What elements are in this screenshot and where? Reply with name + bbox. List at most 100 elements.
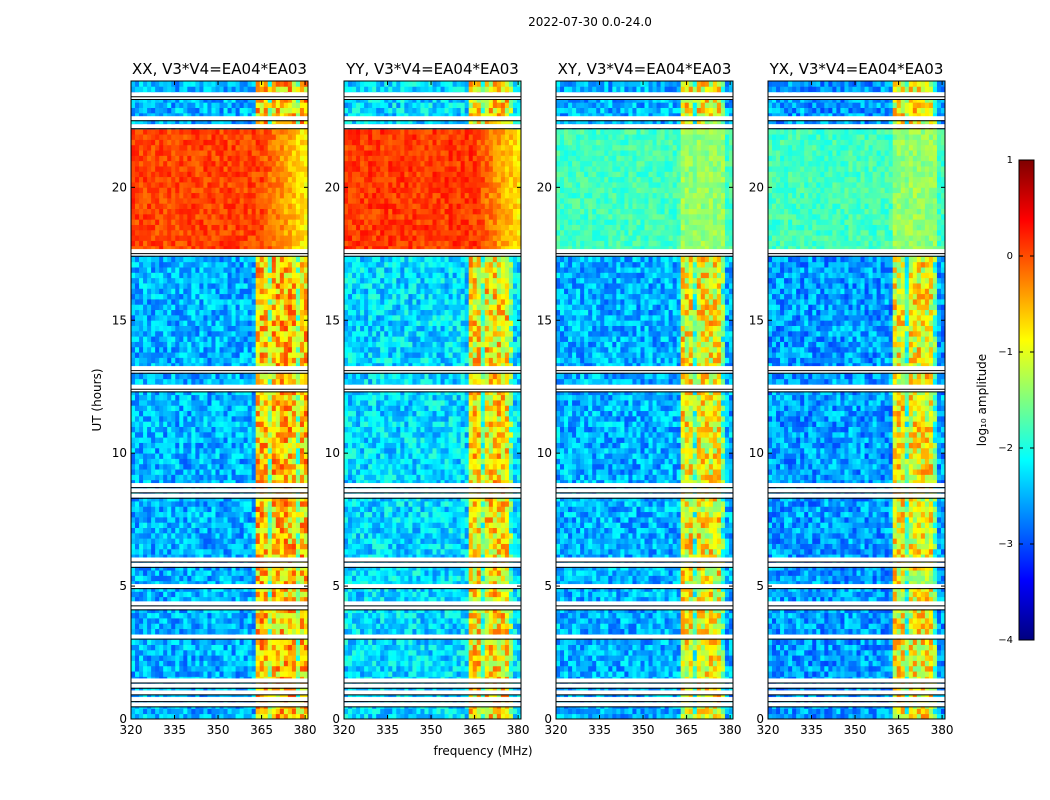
heatmap-cell	[187, 160, 192, 167]
heatmap-cell	[199, 617, 204, 624]
heatmap-cell	[243, 330, 249, 337]
heatmap-cell	[147, 134, 152, 140]
heatmap-cell	[223, 283, 228, 289]
heatmap-cell	[231, 325, 236, 332]
heatmap-cell	[147, 442, 152, 449]
heatmap-cell	[259, 229, 265, 236]
heatmap-cell	[291, 362, 297, 369]
heatmap-cell	[235, 458, 241, 465]
heatmap-cell	[139, 527, 144, 534]
heatmap-cell	[143, 463, 148, 470]
heatmap-cell	[187, 575, 192, 582]
heatmap-cell	[179, 288, 184, 295]
heatmap-cell	[231, 346, 236, 353]
heatmap-cell	[175, 453, 180, 459]
heatmap-cell	[235, 522, 241, 528]
heatmap-cell	[199, 293, 204, 300]
heatmap-cell	[163, 543, 168, 550]
heatmap-cell	[299, 134, 305, 140]
heatmap-cell	[247, 309, 253, 316]
heatmap-cell	[251, 219, 257, 225]
heatmap-cell	[251, 166, 257, 172]
heatmap-cell	[227, 644, 232, 651]
heatmap-cell	[139, 293, 144, 300]
heatmap-cell	[211, 256, 216, 263]
heatmap-cell	[219, 410, 224, 417]
heatmap-cell	[135, 671, 140, 677]
heatmap-cell	[299, 554, 305, 560]
heatmap-cell	[211, 139, 216, 146]
heatmap-cell	[267, 639, 273, 645]
heatmap-cell	[243, 453, 249, 459]
heatmap-cell	[131, 267, 136, 273]
heatmap-cell	[147, 373, 152, 380]
heatmap-cell	[251, 325, 257, 332]
heatmap-cell	[287, 192, 293, 199]
heatmap-cell	[187, 128, 192, 135]
heatmap-cell	[139, 516, 144, 523]
heatmap-cell	[255, 474, 261, 481]
heatmap-cell	[251, 415, 257, 422]
heatmap-cell	[291, 655, 297, 661]
heatmap-cell	[199, 325, 204, 332]
heatmap-cell	[295, 213, 301, 220]
heatmap-cell	[159, 235, 164, 241]
heatmap-cell	[203, 155, 208, 162]
heatmap-cell	[199, 469, 204, 475]
heatmap-cell	[283, 197, 289, 204]
heatmap-cell	[191, 617, 196, 624]
heatmap-cell	[259, 298, 265, 305]
heatmap-cell	[231, 240, 236, 247]
heatmap-cell	[255, 298, 261, 305]
heatmap-cell	[303, 447, 309, 454]
heatmap-cell	[243, 660, 249, 667]
heatmap-cell	[299, 639, 305, 645]
heatmap-cell	[179, 671, 184, 677]
heatmap-cell	[235, 352, 241, 358]
heatmap-cell	[143, 182, 148, 188]
heatmap-cell	[143, 437, 148, 443]
heatmap-cell	[195, 144, 200, 151]
heatmap-cell	[295, 463, 301, 470]
heatmap-cell	[247, 213, 253, 220]
heatmap-cell	[159, 187, 164, 194]
heatmap-cell	[215, 298, 220, 305]
heatmap-cell	[223, 474, 228, 481]
heatmap-cell	[259, 277, 265, 284]
heatmap-cell	[235, 357, 241, 364]
heatmap-cell	[271, 415, 277, 422]
heatmap-cell	[171, 325, 176, 332]
heatmap-cell	[279, 336, 285, 342]
heatmap-cell	[163, 288, 168, 295]
heatmap-cell	[271, 421, 277, 427]
heatmap-cell	[263, 522, 269, 528]
heatmap-cell	[135, 575, 140, 582]
heatmap-cell	[267, 410, 273, 417]
heatmap-cell	[255, 357, 261, 364]
heatmap-cell	[303, 283, 309, 289]
heatmap-cell	[159, 506, 164, 513]
heatmap-cell	[211, 538, 216, 544]
heatmap-cell	[131, 532, 136, 539]
heatmap-cell	[283, 336, 289, 342]
heatmap-cell	[167, 203, 172, 209]
heatmap-cell	[219, 421, 224, 427]
heatmap-cell	[303, 139, 309, 146]
heatmap-cell	[235, 192, 241, 199]
heatmap-cell	[131, 575, 136, 582]
heatmap-cell	[275, 453, 281, 459]
heatmap-cell	[163, 426, 168, 433]
heatmap-cell	[239, 511, 245, 518]
heatmap-cell	[239, 336, 245, 342]
heatmap-cell	[211, 341, 216, 348]
heatmap-cell	[243, 628, 249, 635]
heatmap-cell	[151, 516, 156, 523]
heatmap-cell	[255, 511, 261, 518]
heatmap-cell	[283, 442, 289, 449]
heatmap-cell	[295, 623, 301, 630]
heatmap-cell	[199, 229, 204, 236]
heatmap-cell	[143, 580, 148, 587]
heatmap-cell	[243, 644, 249, 651]
heatmap-cell	[139, 139, 144, 146]
heatmap-cell	[275, 527, 281, 534]
